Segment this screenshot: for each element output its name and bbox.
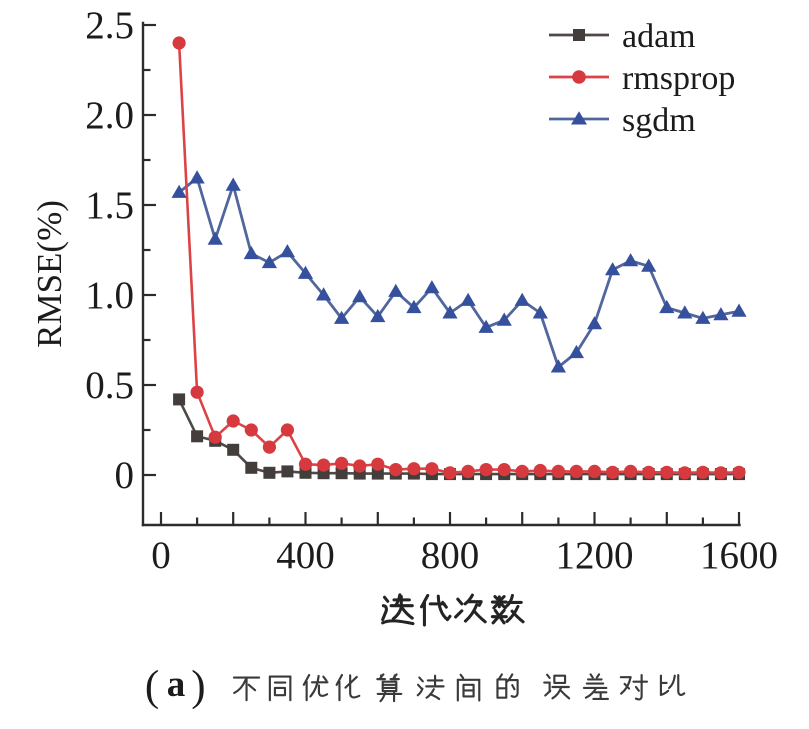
svg-text:adam: adam [622, 18, 696, 55]
svg-text:0: 0 [151, 534, 171, 577]
svg-text:1200: 1200 [556, 534, 634, 577]
svg-text:a: a [167, 664, 186, 705]
svg-text:800: 800 [421, 534, 480, 577]
svg-text:400: 400 [276, 534, 335, 577]
svg-text:1.5: 1.5 [85, 184, 134, 227]
svg-text:(: ( [145, 663, 159, 710]
svg-text:): ) [191, 663, 205, 710]
svg-text:2.0: 2.0 [85, 94, 134, 137]
svg-text:0.5: 0.5 [85, 364, 134, 407]
svg-text:1600: 1600 [700, 534, 778, 577]
svg-text:rmsprop: rmsprop [622, 60, 735, 97]
svg-text:0: 0 [115, 454, 135, 497]
svg-text:2.5: 2.5 [85, 4, 134, 47]
svg-text:1.0: 1.0 [85, 274, 134, 317]
svg-text:sgdm: sgdm [622, 102, 696, 139]
svg-text:RMSE(%): RMSE(%) [30, 200, 69, 348]
